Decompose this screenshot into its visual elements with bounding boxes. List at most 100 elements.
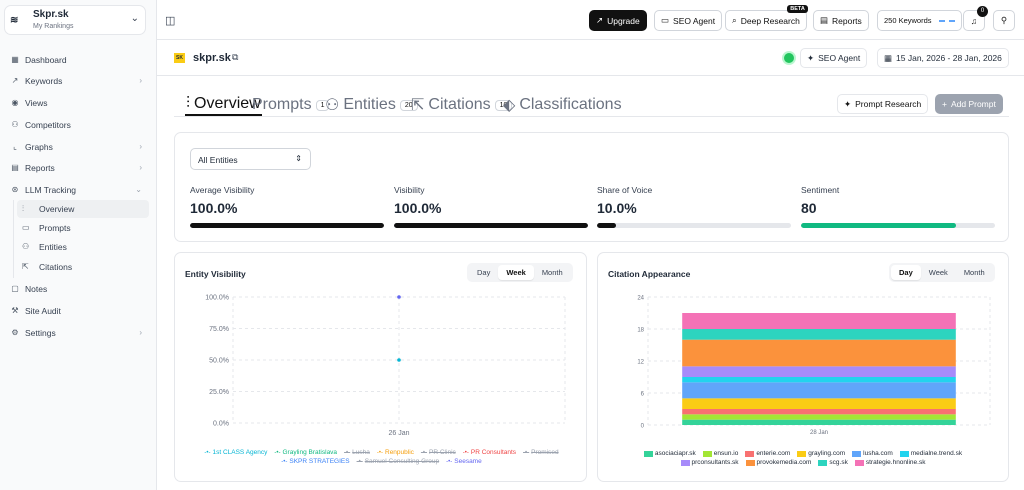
stacked-bar-segment: [682, 414, 956, 420]
y-tick-label: 24: [637, 296, 644, 302]
legend-item[interactable]: -•- Lusha: [344, 449, 370, 456]
site-seo-agent-button[interactable]: ✦ SEO Agent: [800, 48, 868, 68]
sidebar-item-keywords[interactable]: ↗ Keywords ›: [11, 76, 142, 86]
legend-label: Lusha: [352, 449, 370, 456]
tab-overview[interactable]: ⫶ Overview: [185, 94, 262, 116]
legend-item[interactable]: enterie.com: [745, 450, 790, 457]
legend-item[interactable]: scg.sk: [818, 459, 848, 466]
legend-swatch: -•-: [356, 458, 363, 465]
legend-swatch: -•-: [462, 449, 469, 456]
stacked-bar-segment: [682, 329, 956, 340]
grid-icon: ▦: [11, 55, 19, 64]
tab-citations[interactable]: ⇱ Citations 10: [411, 94, 513, 116]
legend-label: enterie.com: [756, 450, 791, 457]
sidebar-item-graphs[interactable]: ⌞ Graphs ›: [0, 137, 157, 157]
legend-swatch: -•-: [420, 449, 428, 456]
legend-item[interactable]: -•- 1st CLASS Agency: [204, 449, 267, 456]
legend-item[interactable]: medialne.trend.sk: [899, 450, 962, 457]
chevron-down-icon: ⌄: [130, 13, 139, 24]
sidebar-item-views[interactable]: ◉ Views: [11, 98, 48, 108]
citation-appearance-chart: 24 18 12 6 0 28 Jan: [637, 296, 991, 436]
external-link-icon: ⇱: [411, 97, 425, 114]
add-prompt-button[interactable]: + Add Prompt: [935, 94, 1003, 114]
progress-bar: [394, 223, 588, 228]
submenu-guide-line: [13, 200, 14, 278]
stacked-bar-segment: [682, 398, 956, 409]
tab-count: 20: [399, 99, 418, 111]
legend-item[interactable]: -•- SKPR STRATEGIES: [281, 458, 349, 465]
sidebar-subitem-entities[interactable]: ⚇ Entities: [22, 242, 67, 252]
sidebar-item-settings[interactable]: ⚙ Settings ›: [11, 328, 142, 338]
legend-swatch: [745, 459, 755, 466]
legend-swatch: [899, 450, 909, 457]
metrics-card: All Entities ⇕ Average Visibility 100.0%…: [174, 132, 1009, 242]
tab-entities[interactable]: ⚇ Entities 20: [325, 94, 418, 116]
legend-item[interactable]: grayling.com: [797, 450, 845, 457]
legend-item[interactable]: ensun.io: [702, 450, 738, 457]
legend-item[interactable]: strategie.hnonline.sk: [854, 459, 925, 466]
sidebar-item-reports[interactable]: ▤ Reports ›: [11, 163, 142, 173]
bell-icon: ♫: [970, 15, 978, 26]
date-range-picker[interactable]: ▦ 15 Jan, 2026 - 28 Jan, 2026: [877, 48, 1009, 68]
legend-item[interactable]: -•- Renpublic: [377, 449, 414, 456]
bar-chart-icon: ⫶: [22, 204, 24, 213]
stacked-bar-segment: [682, 409, 956, 415]
legend-item[interactable]: prconsultants.sk: [680, 459, 739, 466]
progress-bar: [190, 223, 384, 228]
tab-prompts[interactable]: Prompts 1: [252, 94, 330, 116]
legend-item[interactable]: -•- Seesame: [446, 458, 482, 465]
period-month[interactable]: Month: [963, 268, 985, 277]
legend-item[interactable]: -•- Samuel Consulting Group: [357, 458, 440, 465]
prompt-research-button[interactable]: ✦ Prompt Research: [837, 94, 929, 114]
deep-research-button[interactable]: ⌕ Deep Research BETA: [725, 5, 808, 31]
legend-label: Seesame: [454, 458, 482, 465]
sidebar-item-competitors[interactable]: ⚇ Competitors: [11, 120, 71, 130]
notifications-button[interactable]: ♫ 0: [963, 6, 988, 31]
sidebar-subitem-overview[interactable]: ⫶ Overview: [17, 200, 149, 218]
entity-filter-select[interactable]: All Entities ⇕: [190, 148, 311, 170]
sidebar-item-notes[interactable]: ▢ Notes: [11, 284, 48, 294]
sidebar-item-llm-tracking[interactable]: ⊛ LLM Tracking ⌄: [11, 185, 142, 195]
chart-legend: asociaciapr.sk ensun.io enterie.com graylin…: [628, 450, 978, 466]
upgrade-button[interactable]: ↗ Upgrade: [589, 10, 647, 31]
legend-label: Promised: [531, 449, 559, 456]
legend-swatch: -•-: [523, 449, 530, 456]
project-name: Skpr.sk: [33, 9, 69, 20]
project-switcher[interactable]: ≋ Skpr.sk My Rankings ⌄: [4, 5, 146, 35]
seo-agent-button[interactable]: ▭ SEO Agent: [654, 10, 723, 31]
period-month[interactable]: Month: [541, 268, 563, 277]
legend-item[interactable]: -•- Grayling Bratislava: [274, 449, 337, 456]
sparkle-icon: ✦: [807, 52, 815, 63]
legend-label: PR Consultants: [470, 449, 517, 456]
metric-average-visibility: Average Visibility 100.0%: [190, 185, 384, 228]
legend-label: scg.sk: [829, 459, 848, 466]
sidebar-toggle-icon[interactable]: ◫: [165, 15, 176, 27]
keywords-quota-button[interactable]: 250 Keywords: [877, 10, 962, 31]
sidebar-subitem-prompts[interactable]: ▭ Prompts: [22, 223, 71, 233]
sidebar-item-dashboard[interactable]: ▦ Dashboard: [11, 55, 67, 65]
legend-item[interactable]: -•- Promised: [523, 449, 559, 456]
y-tick-label: 100.0%: [205, 295, 229, 302]
legend-label: Renpublic: [385, 449, 414, 456]
sidebar-item-site-audit[interactable]: ⚒ Site Audit: [11, 306, 61, 316]
reports-button[interactable]: ▤ Reports: [813, 10, 869, 31]
legend-item[interactable]: -•- PR Consultants: [463, 449, 516, 456]
users-icon: ⚇: [11, 120, 19, 129]
legend-item[interactable]: -•- PR Clinic: [421, 449, 456, 456]
period-week[interactable]: Week: [498, 265, 534, 280]
period-day[interactable]: Day: [891, 265, 921, 280]
period-week[interactable]: Week: [928, 268, 948, 277]
brain-icon: ⊛: [11, 185, 19, 194]
chart-title: Citation Appearance: [608, 269, 691, 279]
legend-item[interactable]: asociaciapr.sk: [643, 450, 696, 457]
calendar-icon: ▦: [884, 52, 893, 63]
file-icon: ▤: [11, 163, 19, 172]
external-link-icon[interactable]: ⧉: [232, 52, 239, 62]
account-button[interactable]: ⚲: [993, 10, 1015, 31]
legend-item[interactable]: provokemedia.com: [745, 459, 811, 466]
tab-classifications[interactable]: ⬖ Classifications: [503, 96, 622, 114]
sidebar-subitem-citations[interactable]: ⇱ Citations: [22, 262, 73, 272]
tag-icon: ⬖: [503, 97, 516, 114]
period-day[interactable]: Day: [477, 268, 491, 277]
legend-item[interactable]: lusha.com: [852, 450, 893, 457]
